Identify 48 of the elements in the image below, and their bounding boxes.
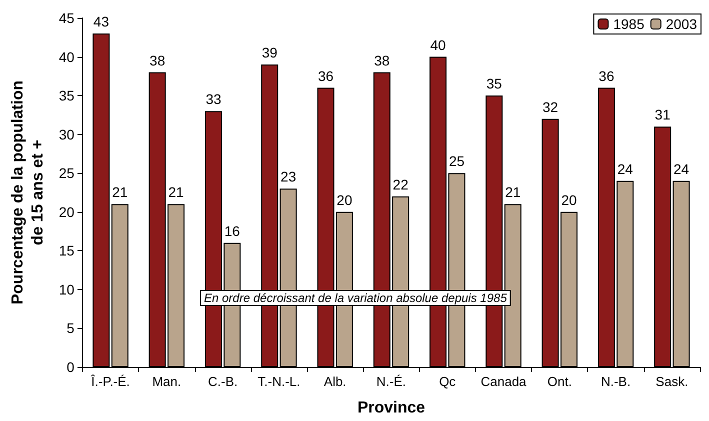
legend-label: 2003 [666,16,698,32]
x-tick-label: Canada [480,374,528,389]
data-label: 20 [561,192,577,208]
data-label: 22 [392,176,409,192]
data-label: 40 [430,36,446,53]
x-tick-label: Sask. [656,374,688,389]
y-tick-label: 35 [58,88,75,104]
y-tick-label: 45 [58,10,75,26]
x-tick-label: C.-B. [208,374,238,389]
data-label: 36 [598,68,614,84]
data-label: 39 [262,44,278,61]
data-label: 38 [150,52,166,68]
y-tick-label: 5 [66,320,75,336]
y-axis-title: Pourcentage de la population de 15 ans et + [10,80,46,305]
x-tick-label: T.-N.-L. [258,374,300,389]
data-label: 21 [112,184,128,200]
data-label: 24 [673,160,690,177]
legend-label: 1985 [613,16,645,32]
x-tick-label: Ont. [547,374,572,389]
data-label: 21 [505,184,521,200]
y-tick-label: 30 [58,126,75,142]
y-tick-label: 40 [58,48,75,65]
x-tick-label: Man. [152,374,182,389]
x-tick-label: Qc [439,374,456,389]
y-tick-label: 0 [66,359,75,375]
x-tick-label: Î.-P.-É. [90,374,130,389]
data-label: 36 [318,68,334,84]
y-tick-label: 10 [58,281,75,298]
y-tick-label: 20 [58,204,75,220]
y-tick-label: 25 [58,165,75,182]
y-tick-label: 15 [58,242,75,259]
annotation: En ordre décroissant de la variation absolue depuis 1985 [204,291,508,305]
x-tick-label: Alb. [324,374,346,389]
data-label: 21 [168,184,184,200]
data-label: 31 [654,106,671,123]
data-label: 43 [93,14,110,30]
data-label: 20 [336,192,352,208]
x-axis-title: Province [357,400,426,416]
x-tick-label: N.-B. [600,374,631,389]
data-label: 35 [486,76,502,92]
data-label: 38 [374,52,390,68]
data-label: 16 [224,222,240,239]
data-label: 25 [448,153,465,170]
data-label: 24 [617,160,634,177]
data-label: 33 [206,91,222,108]
data-label: 23 [280,168,296,185]
data-label: 32 [542,98,558,115]
x-tick-label: N.-É. [376,374,406,389]
